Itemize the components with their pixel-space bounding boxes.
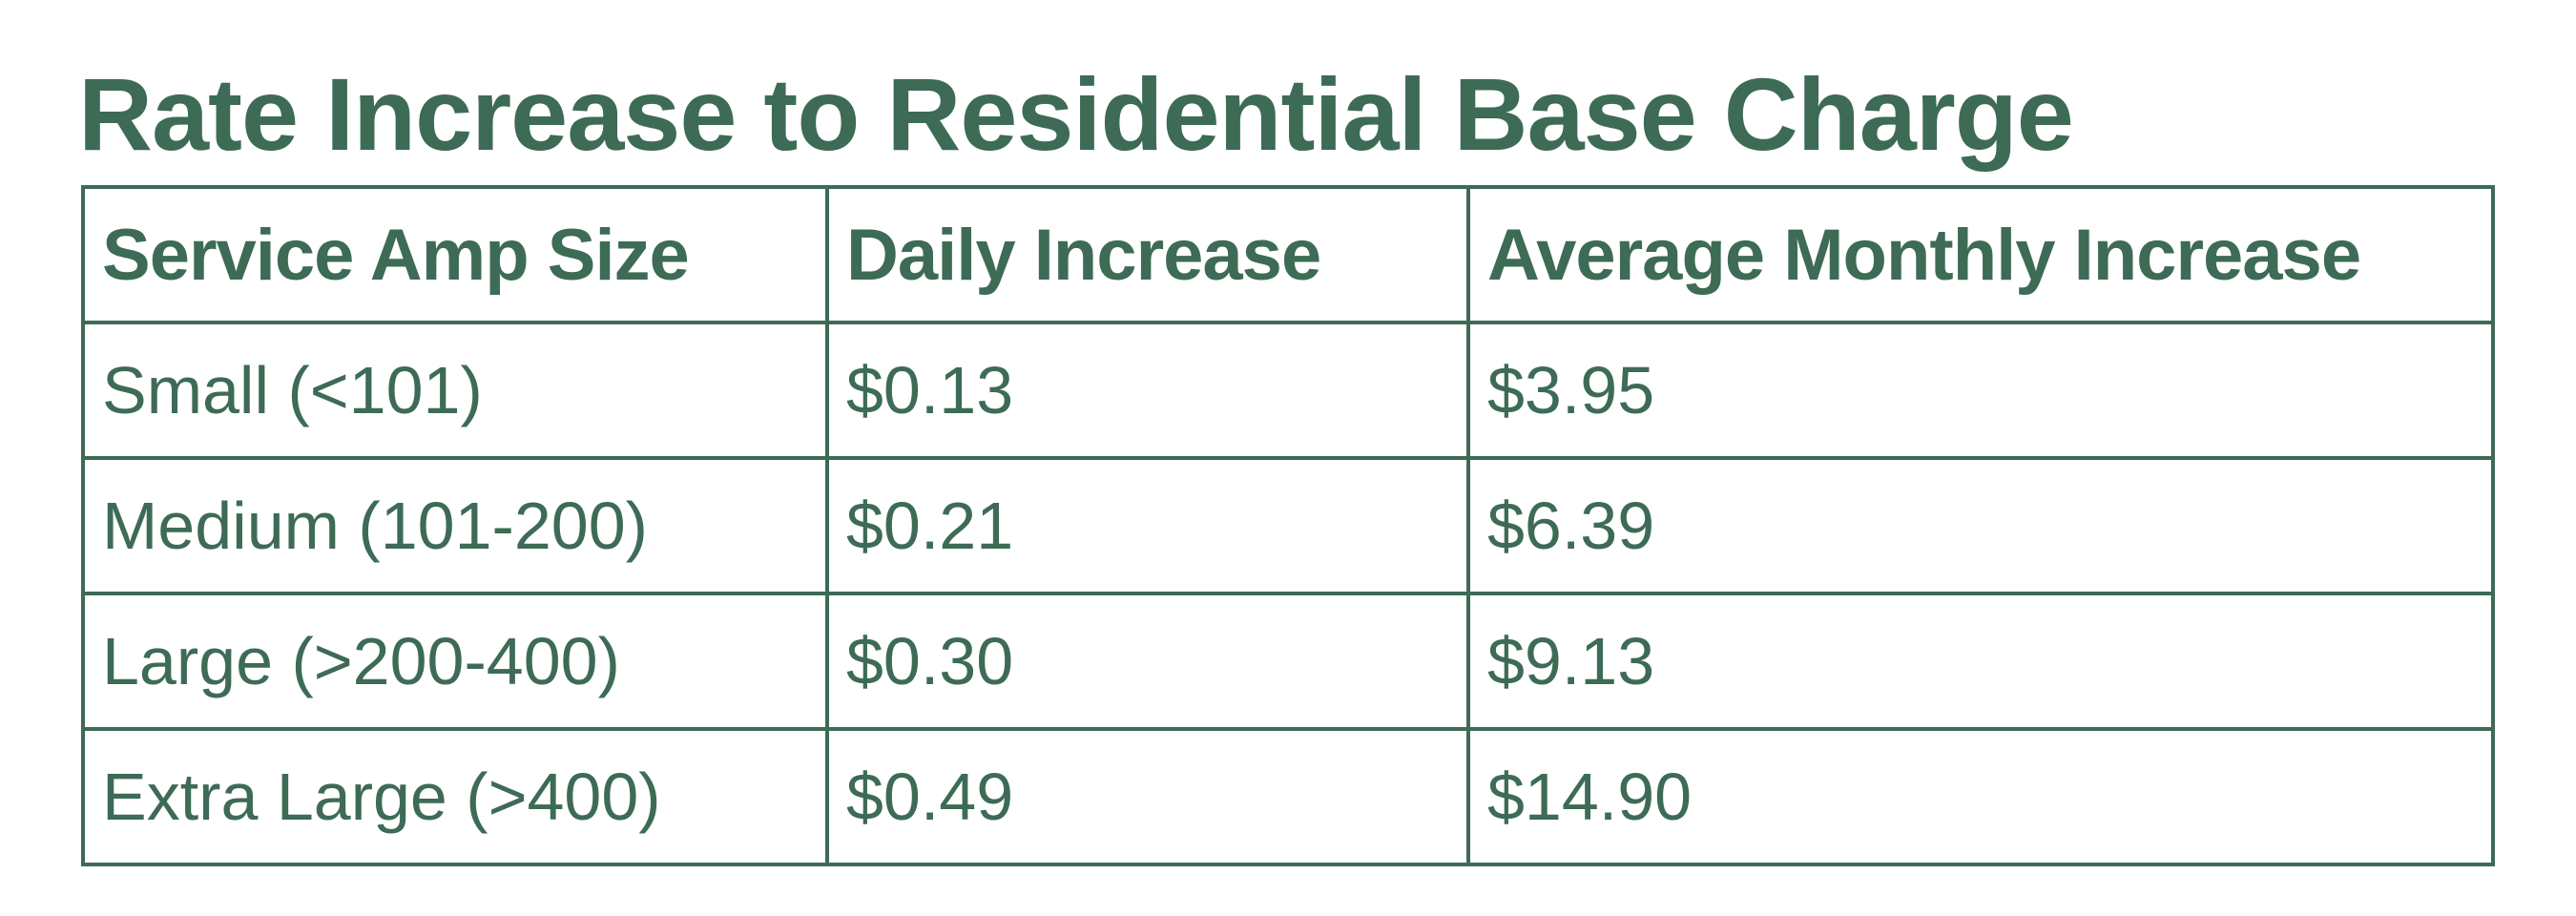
cell-daily-increase: $0.30	[825, 592, 1470, 731]
page-title: Rate Increase to Residential Base Charge	[78, 56, 2074, 172]
column-header-average-monthly-increase: Average Monthly Increase	[1466, 185, 2495, 324]
cell-average-monthly-increase: $3.95	[1466, 321, 2495, 460]
cell-daily-increase: $0.13	[825, 321, 1470, 460]
table-row: Extra Large (>400) $0.49 $14.90	[81, 727, 2495, 866]
cell-service-amp-size: Extra Large (>400)	[81, 727, 829, 866]
table-row: Medium (101-200) $0.21 $6.39	[81, 456, 2495, 595]
cell-average-monthly-increase: $14.90	[1466, 727, 2495, 866]
rate-increase-table: Service Amp Size Daily Increase Average …	[81, 185, 2495, 866]
column-header-daily-increase: Daily Increase	[825, 185, 1470, 324]
cell-daily-increase: $0.49	[825, 727, 1470, 866]
cell-service-amp-size: Small (<101)	[81, 321, 829, 460]
cell-daily-increase: $0.21	[825, 456, 1470, 595]
cell-average-monthly-increase: $9.13	[1466, 592, 2495, 731]
table-row: Small (<101) $0.13 $3.95	[81, 321, 2495, 460]
cell-average-monthly-increase: $6.39	[1466, 456, 2495, 595]
cell-service-amp-size: Large (>200-400)	[81, 592, 829, 731]
table-row: Large (>200-400) $0.30 $9.13	[81, 592, 2495, 731]
table-header-row: Service Amp Size Daily Increase Average …	[81, 185, 2495, 324]
column-header-service-amp-size: Service Amp Size	[81, 185, 829, 324]
cell-service-amp-size: Medium (101-200)	[81, 456, 829, 595]
